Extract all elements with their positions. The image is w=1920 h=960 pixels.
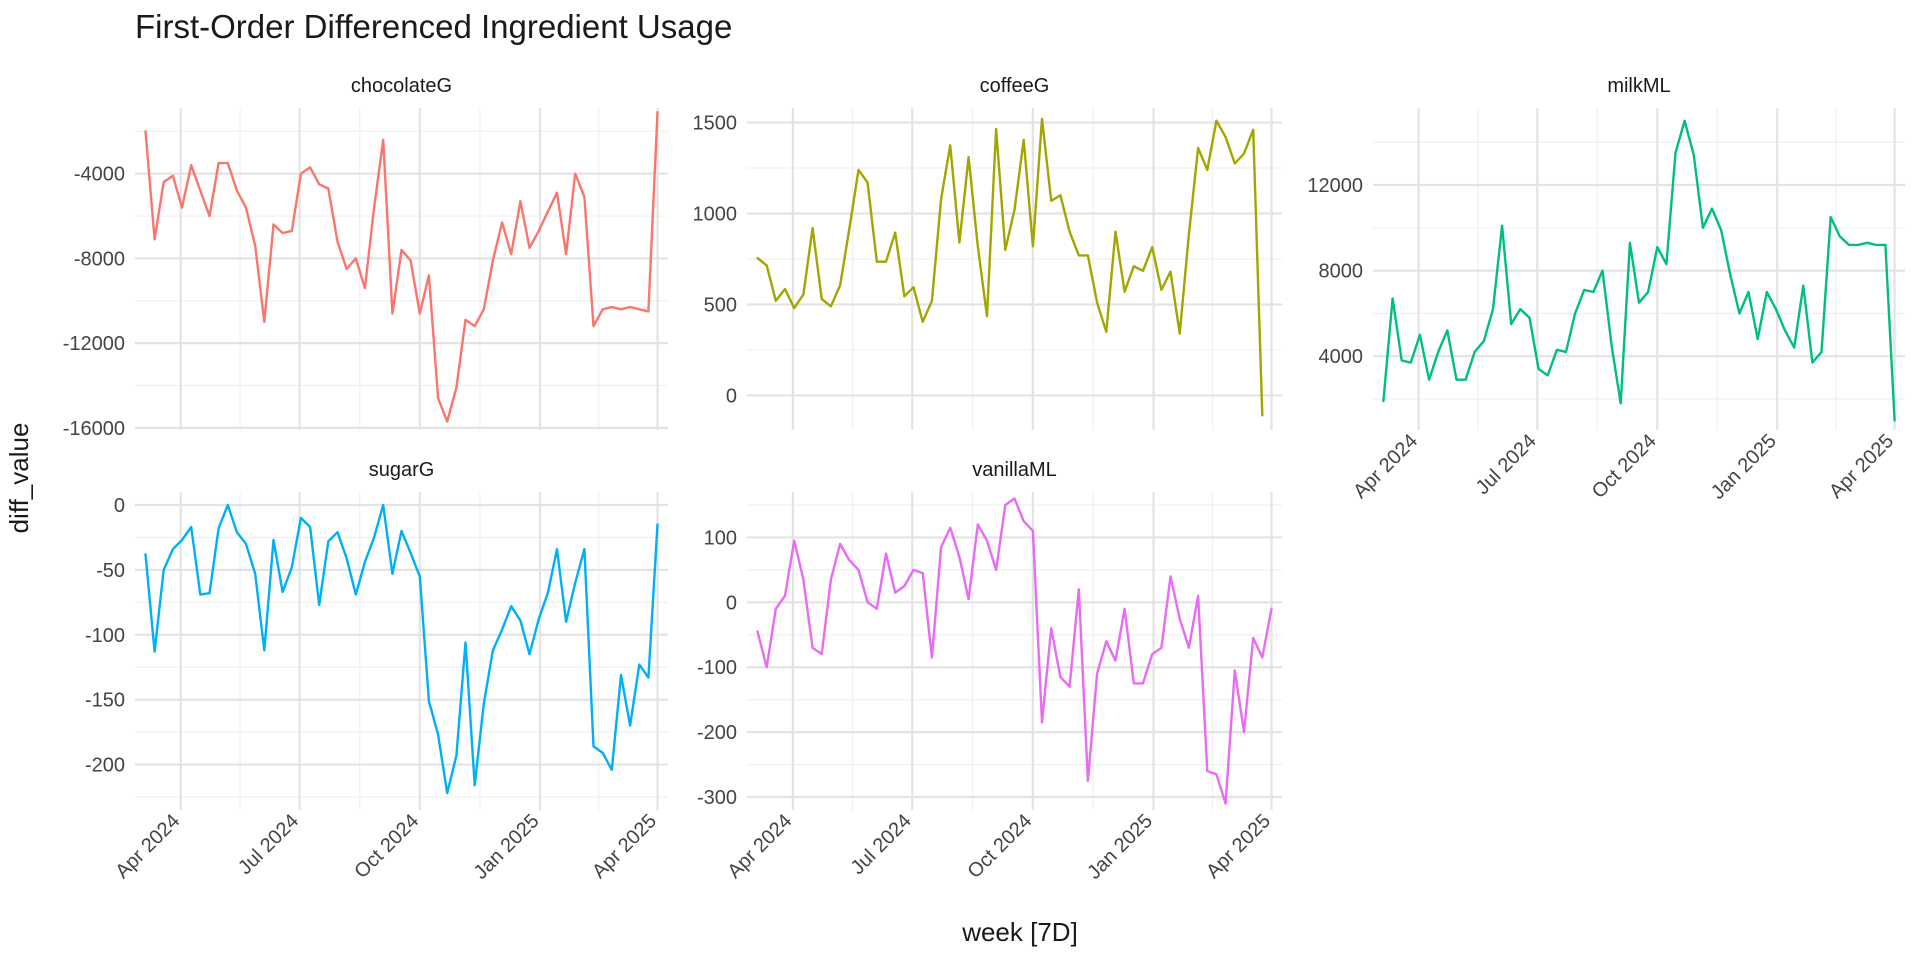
y-tick-label: 500 xyxy=(704,294,737,316)
x-tick-label: Jan 2025 xyxy=(470,810,544,884)
series-line-coffeeG xyxy=(756,117,1264,417)
x-tick-label: Oct 2024 xyxy=(350,810,423,883)
facet-strip-label: vanillaML xyxy=(972,459,1056,481)
y-tick-label: 0 xyxy=(726,385,737,407)
y-tick-label: -200 xyxy=(85,755,125,777)
y-tick-label: 4000 xyxy=(1319,346,1364,368)
y-tick-label: 8000 xyxy=(1319,261,1364,283)
x-tick-label: Jan 2025 xyxy=(1707,430,1781,504)
y-tick-label: 1500 xyxy=(693,113,738,135)
series-line-chocolateG xyxy=(144,110,659,423)
x-tick-label: Apr 2024 xyxy=(111,810,184,883)
x-tick-label: Apr 2025 xyxy=(588,810,661,883)
panel-chocolateG: -16000 -12000 -8000 -4000 chocolateG xyxy=(63,75,668,440)
facet-strip-label: coffeeG xyxy=(980,75,1050,97)
facet-strip-label: milkML xyxy=(1607,75,1670,97)
panel-sugarG: -200 -150 -100 -50 0 sugarG Apr 2024 Jul 2024 Oc… xyxy=(85,459,668,884)
y-tick-label: -16000 xyxy=(63,418,125,440)
panel-milkML: 4000 8000 12000 milkML Apr 2024 Jul 2024 Oct 2… xyxy=(1307,75,1905,504)
x-tick-label: Oct 2024 xyxy=(1588,430,1661,503)
x-tick-label: Jan 2025 xyxy=(1083,810,1157,884)
x-tick-label: Apr 2025 xyxy=(1825,430,1898,503)
y-tick-label: 1000 xyxy=(693,204,738,226)
series-line-sugarG xyxy=(144,503,659,795)
x-tick-label: Apr 2024 xyxy=(723,810,796,883)
panel-vanillaML: -300 -200 -100 0 100 vanillaML Apr 2024 Jul 202… xyxy=(697,459,1282,884)
y-tick-label: 0 xyxy=(726,592,737,614)
facet-strip-label: sugarG xyxy=(369,459,435,481)
series-line-vanillaML xyxy=(756,497,1273,805)
x-tick-label: Jul 2024 xyxy=(847,810,916,879)
y-tick-label: -12000 xyxy=(63,333,125,355)
y-tick-label: -300 xyxy=(697,787,737,809)
x-tick-label: Apr 2025 xyxy=(1202,810,1275,883)
x-tick-label: Jul 2024 xyxy=(1472,430,1541,499)
y-tick-label: -200 xyxy=(697,722,737,744)
y-axis-label: diff_value xyxy=(4,423,34,534)
series-line-milkML xyxy=(1382,119,1896,422)
y-tick-label: -4000 xyxy=(74,164,125,186)
x-tick-label: Apr 2024 xyxy=(1349,430,1422,503)
x-tick-label: Jul 2024 xyxy=(234,810,303,879)
chart-title: First-Order Differenced Ingredient Usage xyxy=(135,8,732,45)
y-tick-label: 0 xyxy=(114,495,125,517)
y-tick-label: -8000 xyxy=(74,248,125,270)
y-tick-label: 12000 xyxy=(1307,175,1363,197)
panels-group: -16000-12000-8000-4000chocolateG05001000… xyxy=(63,75,1905,884)
x-axis-label: week [7D] xyxy=(961,917,1078,947)
panel-coffeeG: 0 500 1000 1500 coffeeG xyxy=(693,75,1282,430)
y-tick-label: 100 xyxy=(704,527,737,549)
y-tick-label: -100 xyxy=(85,625,125,647)
facet-strip-label: chocolateG xyxy=(351,75,452,97)
y-tick-label: -50 xyxy=(96,560,125,582)
x-tick-label: Oct 2024 xyxy=(963,810,1036,883)
y-tick-label: -150 xyxy=(85,690,125,712)
y-tick-label: -100 xyxy=(697,657,737,679)
